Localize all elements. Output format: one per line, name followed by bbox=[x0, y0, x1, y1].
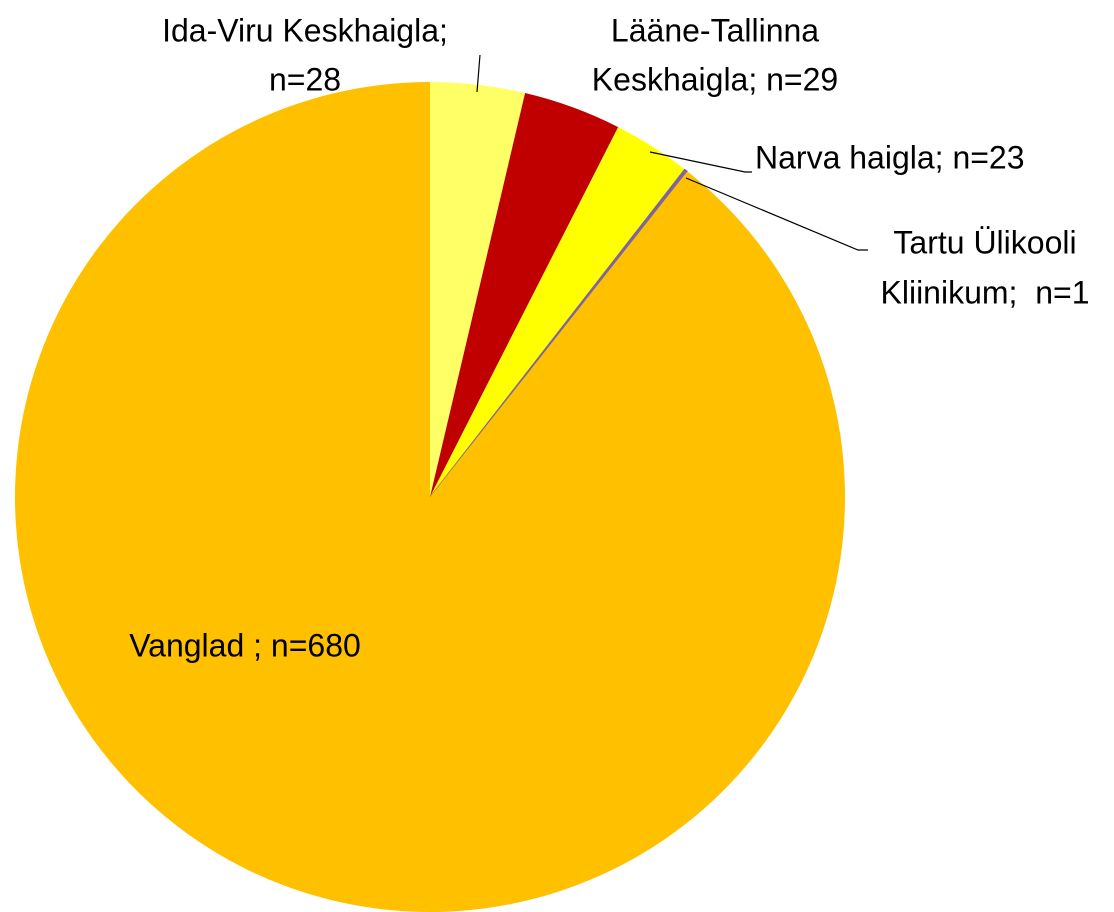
leader-line bbox=[476, 54, 481, 93]
slice-label: Lääne-Tallinna bbox=[611, 12, 819, 48]
pie-slice bbox=[429, 168, 689, 498]
leader-line bbox=[649, 151, 752, 173]
slice-label: Narva haigla; n=23 bbox=[755, 139, 1025, 175]
pie-slice bbox=[14, 82, 845, 912]
pie-slice bbox=[430, 93, 619, 497]
leader-line bbox=[685, 177, 868, 251]
slice-label: Vanglad ; n=680 bbox=[129, 627, 361, 663]
slice-label: n=28 bbox=[269, 61, 341, 97]
slice-label: Ida-Viru Keskhaigla; bbox=[162, 12, 448, 48]
slice-label: Keskhaigla; n=29 bbox=[592, 61, 838, 97]
pie-slice bbox=[430, 82, 526, 497]
pie-slice bbox=[430, 127, 685, 497]
slice-label: Tartu Ülikooli bbox=[893, 224, 1076, 260]
slice-label: Kliinikum; n=1 bbox=[881, 274, 1090, 310]
